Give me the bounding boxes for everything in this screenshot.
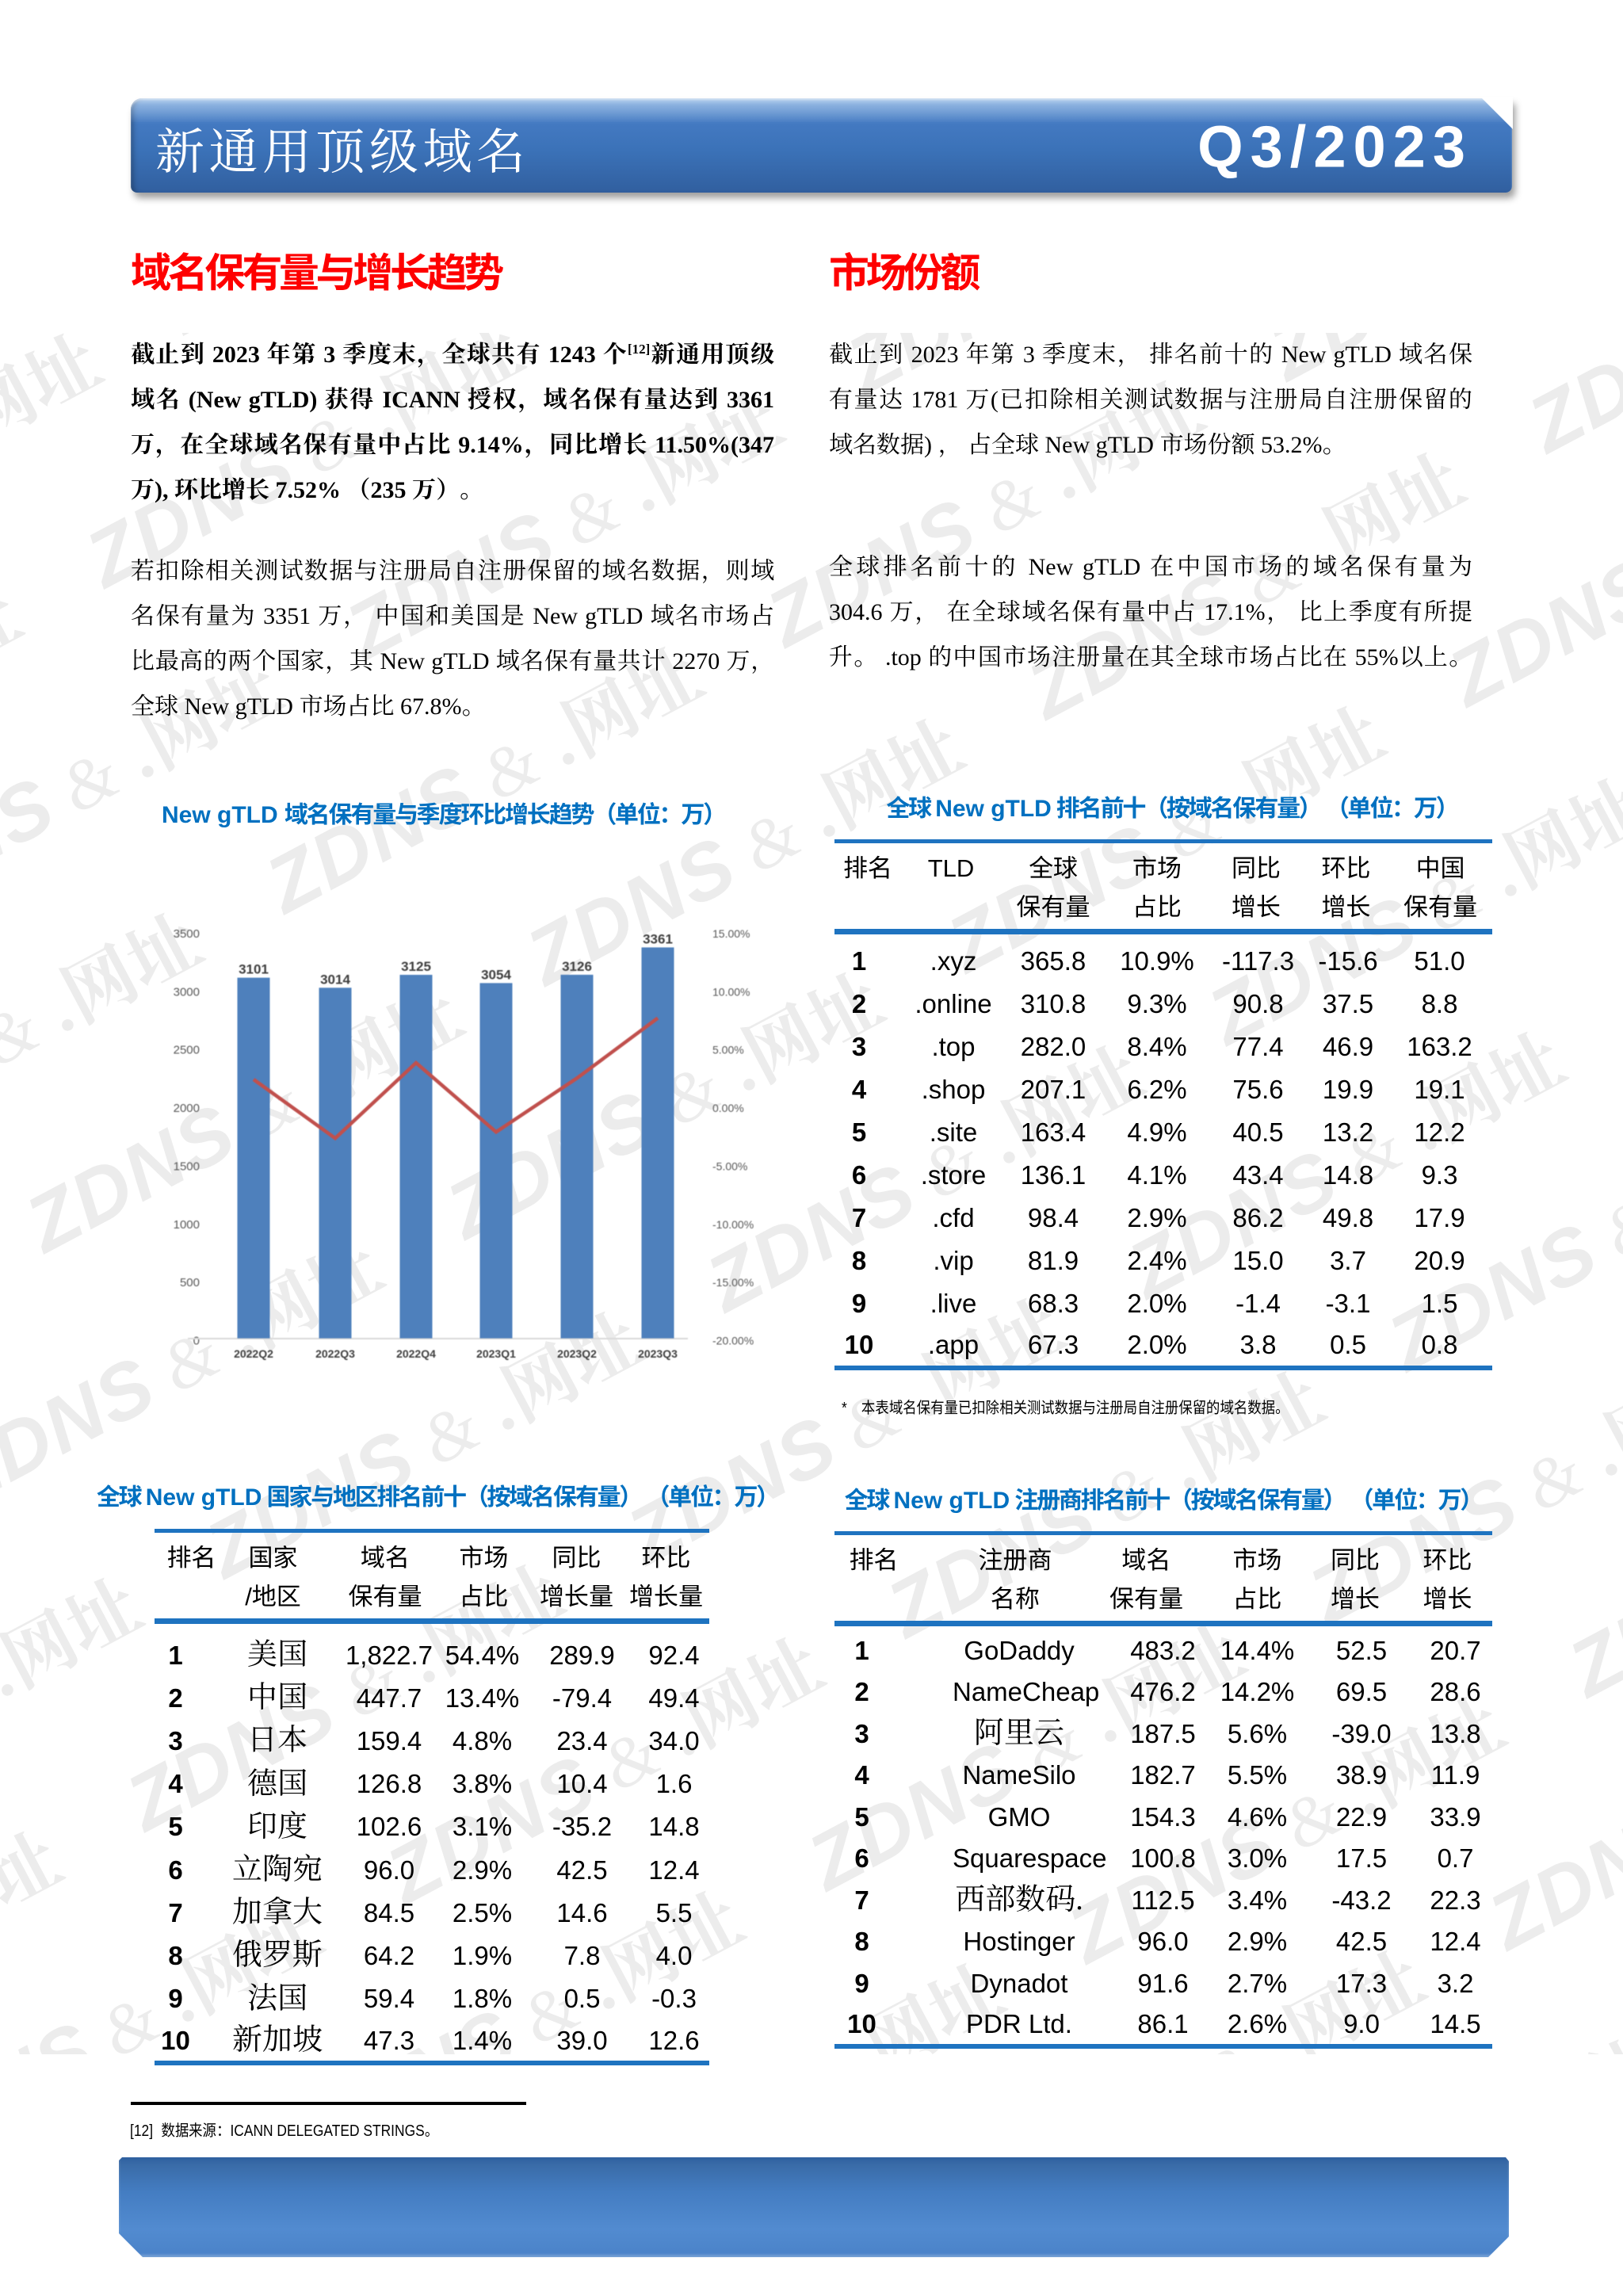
svg-text:5.00%: 5.00%	[712, 1044, 744, 1056]
svg-text:500: 500	[180, 1276, 200, 1289]
svg-text:-20.00%: -20.00%	[712, 1335, 754, 1347]
svg-text:15.00%: 15.00%	[712, 927, 750, 940]
svg-text:10.00%: 10.00%	[712, 985, 750, 998]
svg-text:3361: 3361	[643, 931, 673, 946]
svg-text:3014: 3014	[320, 972, 350, 987]
svg-text:2023Q1: 2023Q1	[476, 1347, 516, 1360]
svg-text:3500: 3500	[174, 927, 200, 941]
svg-text:2500: 2500	[174, 1044, 200, 1057]
svg-text:0: 0	[193, 1335, 200, 1348]
svg-text:1000: 1000	[174, 1218, 200, 1232]
svg-text:3000: 3000	[174, 985, 200, 999]
svg-text:3125: 3125	[401, 959, 431, 974]
svg-text:3101: 3101	[239, 962, 269, 977]
svg-text:2023Q2: 2023Q2	[557, 1347, 597, 1360]
svg-text:3126: 3126	[562, 959, 592, 974]
svg-text:1500: 1500	[174, 1160, 200, 1174]
svg-text:-15.00%: -15.00%	[712, 1276, 754, 1289]
svg-text:-10.00%: -10.00%	[712, 1218, 754, 1231]
svg-text:-5.00%: -5.00%	[712, 1160, 747, 1173]
svg-text:2022Q4: 2022Q4	[396, 1347, 436, 1360]
svg-text:0.00%: 0.00%	[712, 1102, 744, 1114]
svg-text:3054: 3054	[481, 967, 511, 982]
svg-text:2022Q2: 2022Q2	[234, 1347, 273, 1360]
svg-text:2023Q3: 2023Q3	[638, 1347, 678, 1360]
svg-text:2000: 2000	[174, 1102, 200, 1115]
svg-text:2022Q3: 2022Q3	[315, 1347, 355, 1360]
